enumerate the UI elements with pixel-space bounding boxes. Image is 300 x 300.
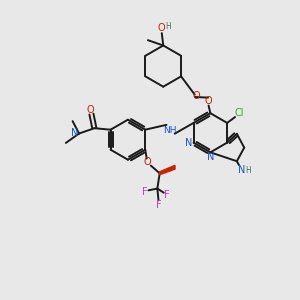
Text: O: O [192,91,200,100]
Text: O: O [158,23,166,33]
Text: O: O [204,96,212,106]
Text: N: N [71,128,78,138]
Text: NH: NH [163,126,176,135]
Text: F: F [164,190,169,200]
Polygon shape [160,165,175,175]
Text: H: H [245,166,251,175]
Text: O: O [143,157,151,167]
Text: N: N [207,152,214,162]
Text: N: N [238,165,246,175]
Text: F: F [156,200,161,210]
Text: Cl: Cl [234,109,244,118]
Text: F: F [142,187,148,197]
Text: N: N [185,138,193,148]
Text: H: H [165,22,171,31]
Text: O: O [86,105,94,115]
